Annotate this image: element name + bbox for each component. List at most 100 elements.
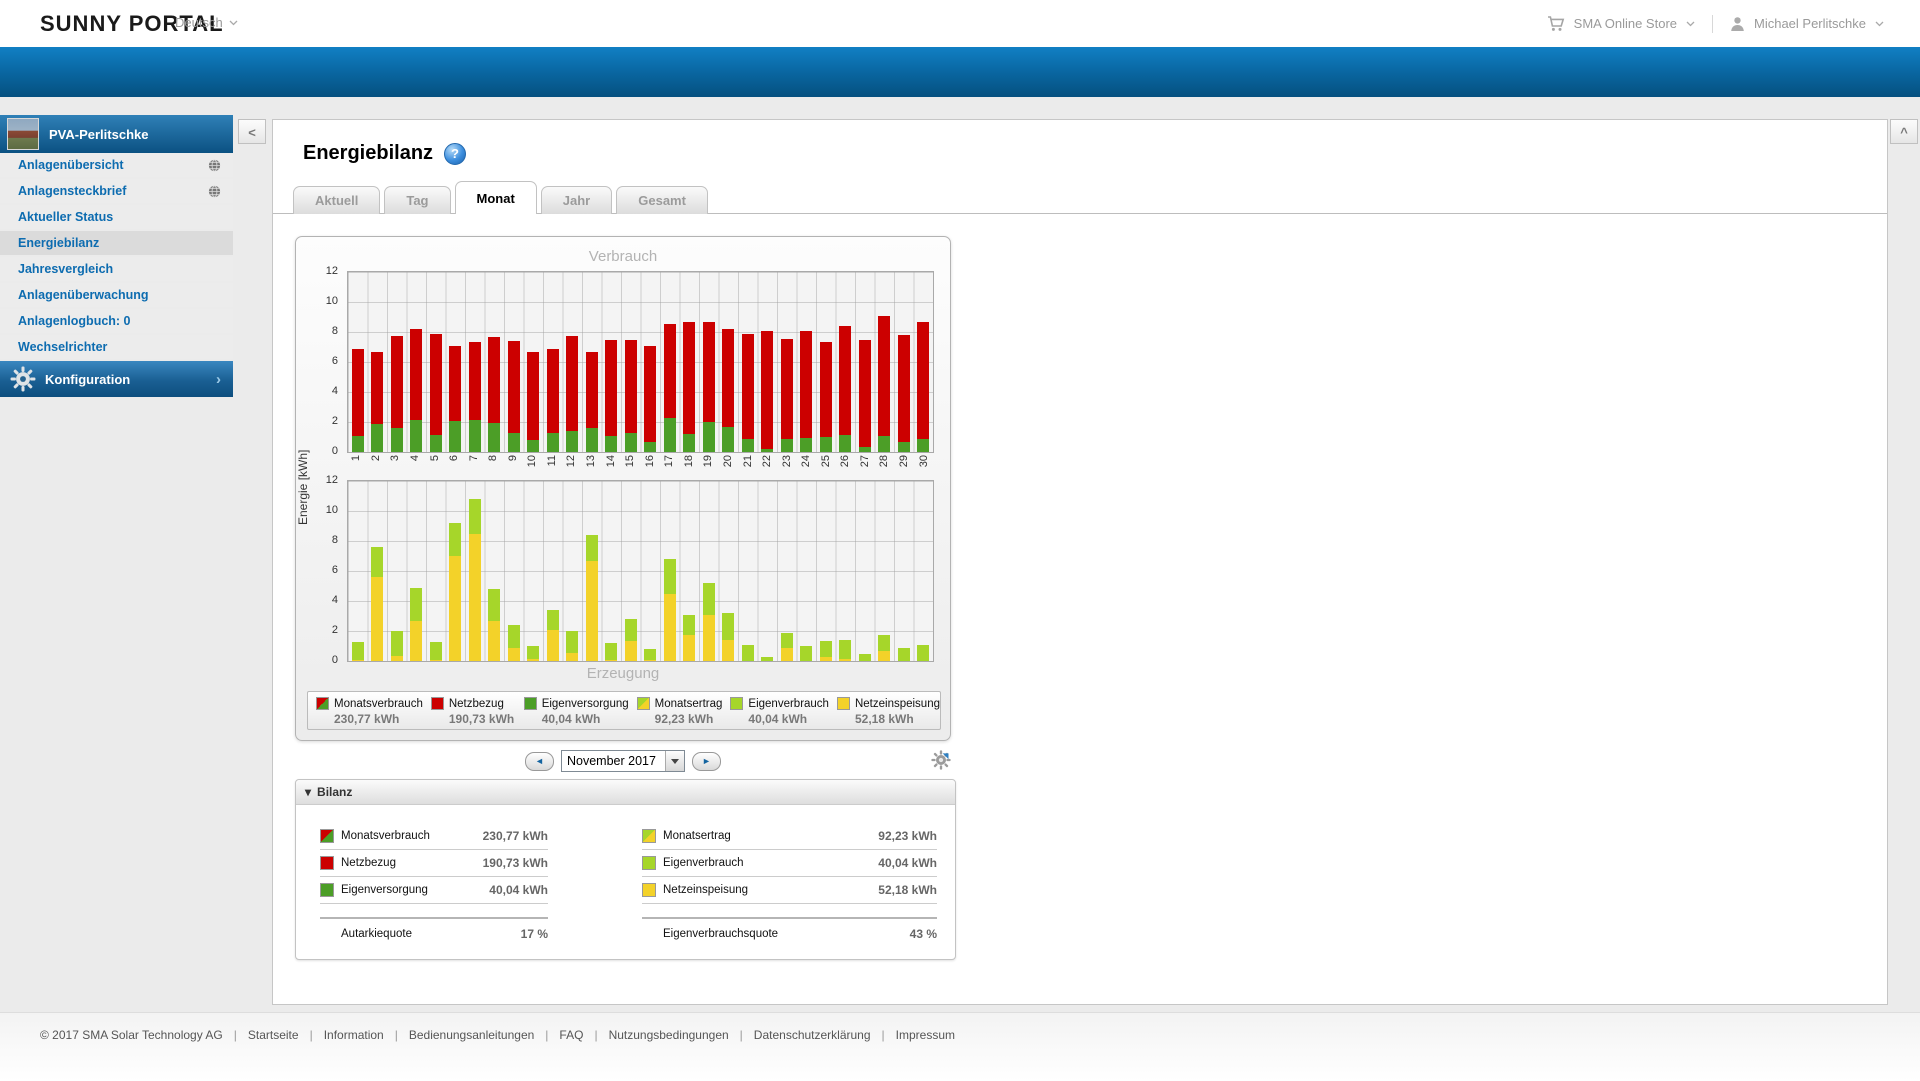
footer-link[interactable]: Bedienungsanleitungen <box>408 1028 535 1042</box>
bar-segment-netzeinspeisung <box>644 660 657 661</box>
bar-segment-netzeinspeisung <box>624 640 637 661</box>
tab-monat[interactable]: Monat <box>454 181 537 214</box>
x-tick-label: 21 <box>741 455 754 468</box>
chevron-down-icon[interactable] <box>1686 21 1695 27</box>
sidebar-item-label: Konfiguration <box>45 371 131 387</box>
y-axis-ticks: 12 10 8 6 4 2 0 <box>314 265 342 457</box>
bar-day-29 <box>897 335 910 452</box>
tab-aktuell[interactable]: Aktuell <box>293 186 381 214</box>
bar-segment-eigenversorgung <box>819 437 832 452</box>
sidebar-item[interactable]: Anlagenlogbuch: 0 <box>0 309 233 333</box>
divider <box>1712 14 1713 33</box>
cart-icon <box>1547 15 1565 32</box>
bar-segment-netzbezug <box>527 351 540 440</box>
bar-day-17 <box>663 559 676 661</box>
language-selector[interactable]: Deutsch <box>175 15 238 30</box>
footer: © 2017 SMA Solar Technology AG | Startseit… <box>0 1012 1920 1081</box>
tab-tag[interactable]: Tag <box>384 186 451 214</box>
bar-segment-eigenversorgung <box>663 418 676 452</box>
previous-month-button[interactable]: ◄ <box>525 751 554 771</box>
legend-item: Eigenversorgung 40,04 kWh <box>516 692 629 729</box>
tab-jahr[interactable]: Jahr <box>540 186 613 214</box>
bar-segment-netzeinspeisung <box>488 620 501 661</box>
bar-segment-netzeinspeisung <box>683 634 696 661</box>
bar-segment-eigenversorgung <box>897 441 910 452</box>
bar-segment-eigenverbrauch <box>800 646 813 661</box>
bar-segment-eigenversorgung <box>449 420 462 452</box>
bar-segment-netzeinspeisung <box>663 594 676 661</box>
bilanz-header[interactable]: ▾ Bilanz <box>296 780 955 805</box>
sidebar-item[interactable]: Anlagensteckbrief <box>0 179 233 203</box>
collapse-panel-button[interactable]: < <box>238 119 266 144</box>
help-icon[interactable]: ? <box>444 142 467 165</box>
bar-segment-eigenverbrauch <box>878 634 891 652</box>
sidebar-item[interactable]: Aktueller Status <box>0 205 233 229</box>
sidebar-item-label: Aktueller Status <box>18 210 114 224</box>
bilanz-row-value: 40,04 kWh <box>878 856 937 870</box>
bar-segment-eigenverbrauch <box>546 610 559 631</box>
bar-segment-netzbezug <box>468 341 481 420</box>
bar-segment-netzeinspeisung <box>819 657 832 661</box>
legend-item: Monatsverbrauch 230,77 kWh <box>308 692 423 729</box>
x-tick-label: 18 <box>682 455 695 468</box>
bar-day-20 <box>722 329 735 452</box>
divider <box>320 917 548 919</box>
bar-segment-netzeinspeisung <box>546 630 559 661</box>
bilanz-right-column: Monatsertrag 92,23 kWh Eigenverbrauch 40,04… <box>642 823 937 949</box>
bar-day-4 <box>410 329 423 452</box>
bar-day-21 <box>741 645 754 661</box>
bar-day-7 <box>468 499 481 661</box>
sidebar-item[interactable]: Wechselrichter <box>0 335 233 359</box>
bar-segment-netzbezug <box>390 335 403 428</box>
netzeinspeisung-chip-icon <box>642 883 656 897</box>
sidebar-item[interactable]: Anlagenüberwachung <box>0 283 233 307</box>
collapse-up-button[interactable]: ^ <box>1890 119 1918 144</box>
footer-link[interactable]: Information <box>323 1028 384 1042</box>
bar-segment-netzbezug <box>917 321 930 439</box>
sidebar-item-konfiguration[interactable]: Konfiguration › <box>0 361 233 397</box>
chart-settings-gear-icon[interactable] <box>931 750 951 770</box>
y-tick-label: 10 <box>325 295 338 307</box>
bar-segment-eigenverbrauch <box>488 589 501 621</box>
sidebar-item[interactable]: Energiebilanz <box>0 231 233 255</box>
legend-item: Netzbezug 190,73 kWh <box>423 692 516 729</box>
legend-value: 190,73 kWh <box>448 712 515 726</box>
sidebar-item[interactable]: Jahresvergleich <box>0 257 233 281</box>
footer-link[interactable]: Nutzungsbedingungen <box>608 1028 729 1042</box>
x-tick-label: 12 <box>565 455 578 468</box>
bilanz-quote-row: Eigenverbrauchsquote 43 % <box>642 919 937 949</box>
month-select-value: November 2017 <box>567 754 656 768</box>
bar-segment-eigenversorgung <box>566 431 579 452</box>
plant-photo <box>7 118 39 150</box>
bar-segment-eigenversorgung <box>468 419 481 452</box>
y-tick-label: 8 <box>331 534 338 546</box>
footer-link[interactable]: Impressum <box>895 1028 955 1042</box>
bar-segment-eigenverbrauch <box>585 535 598 562</box>
footer-link[interactable]: Datenschutzerklärung <box>753 1028 871 1042</box>
plant-header[interactable]: PVA-Perlitschke <box>0 115 233 153</box>
user-menu[interactable]: Michael Perlitschke <box>1754 16 1866 31</box>
tab-gesamt[interactable]: Gesamt <box>616 186 708 214</box>
sidebar-item[interactable]: Anlagenübersicht <box>0 153 233 177</box>
bar-segment-netzeinspeisung <box>468 533 481 661</box>
bar-segment-netzeinspeisung <box>371 577 384 661</box>
chevron-down-icon[interactable] <box>1875 21 1884 27</box>
bar-day-11 <box>546 610 559 661</box>
bar-day-9 <box>507 625 520 661</box>
select-dropdown-icon <box>665 751 684 771</box>
footer-link[interactable]: FAQ <box>559 1028 584 1042</box>
bilanz-row: Netzeinspeisung 52,18 kWh <box>642 877 937 904</box>
bar-segment-eigenversorgung <box>390 428 403 452</box>
bar-segment-netzeinspeisung <box>527 658 540 661</box>
bar-segment-netzeinspeisung <box>429 660 442 661</box>
bar-day-3 <box>390 335 403 452</box>
month-select[interactable]: November 2017 <box>561 750 685 772</box>
bar-day-24 <box>800 330 813 452</box>
bar-day-11 <box>546 348 559 452</box>
bar-segment-eigenverbrauch <box>390 631 403 656</box>
store-link[interactable]: SMA Online Store <box>1573 16 1677 31</box>
bar-segment-netzbezug <box>683 321 696 434</box>
tab-bar: Aktuell Tag Monat Jahr Gesamt <box>273 181 1887 214</box>
footer-link[interactable]: Startseite <box>247 1028 299 1042</box>
next-month-button[interactable]: ► <box>692 751 721 771</box>
